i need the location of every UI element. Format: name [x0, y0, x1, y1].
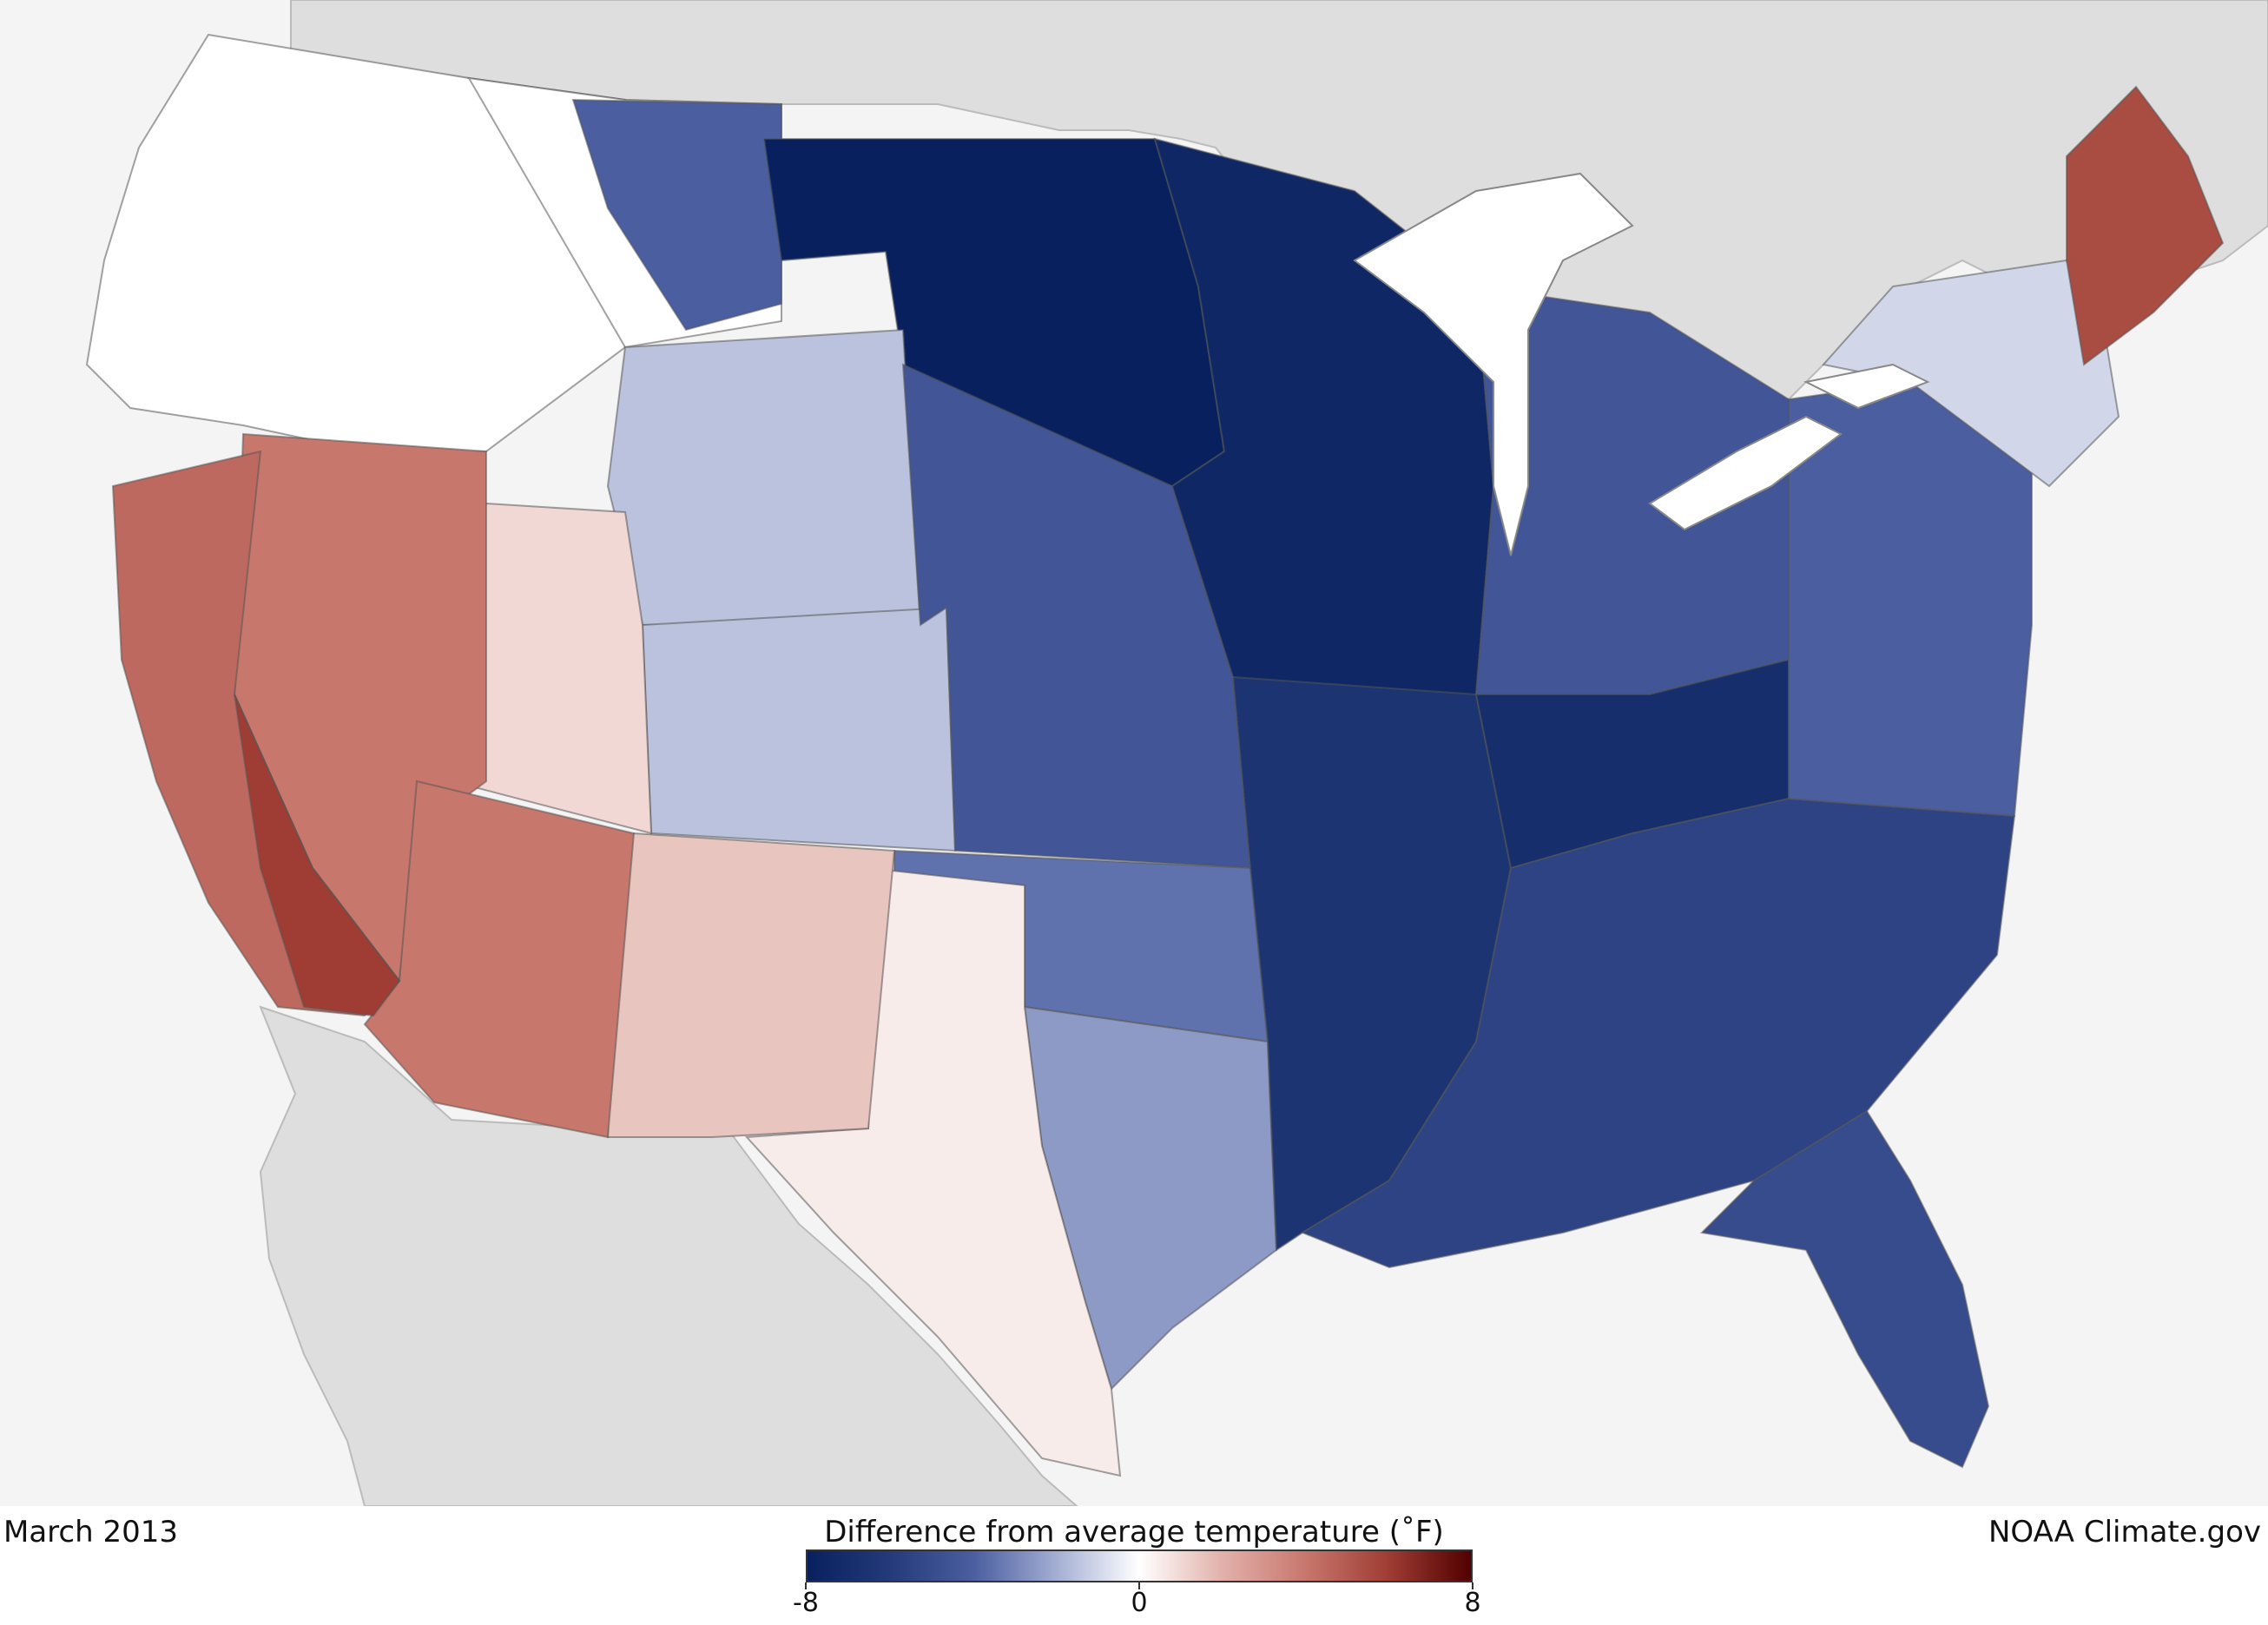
region-new-mexico — [607, 832, 896, 1138]
lake-ontario-water — [1803, 363, 1930, 410]
region-wyoming — [606, 328, 922, 626]
map-date-label: March 2013 — [3, 1515, 178, 1549]
legend-tick-mark — [1138, 1582, 1140, 1589]
legend-title: Difference from average temperature (˚F) — [824, 1515, 1444, 1549]
map-frame — [85, 0, 2268, 1506]
legend-tick-label: 8 — [1464, 1588, 1481, 1618]
legend-tick-mark — [1472, 1582, 1474, 1589]
region-colorado — [641, 606, 957, 852]
map-footer: March 2013 Difference from average tempe… — [0, 1506, 2268, 1625]
region-west-texas — [744, 866, 1122, 1477]
lake-erie-water — [1648, 415, 1843, 531]
legend-tick-label: -8 — [793, 1588, 819, 1618]
source-credit-label: NOAA Climate.gov — [1988, 1515, 2261, 1549]
region-maine — [2066, 85, 2225, 366]
region-mid-atlantic — [1788, 380, 2033, 818]
legend-color-bar — [806, 1549, 1473, 1582]
great-lakes-water — [1353, 172, 1634, 556]
legend-tick-label: 0 — [1131, 1588, 1148, 1618]
region-florida — [1699, 1109, 1990, 1469]
region-socal-desert — [234, 694, 401, 1017]
legend-tick-mark — [805, 1582, 807, 1589]
temperature-anomaly-map — [85, 0, 2268, 1506]
region-montana-east — [571, 98, 782, 332]
region-california — [111, 450, 401, 1017]
